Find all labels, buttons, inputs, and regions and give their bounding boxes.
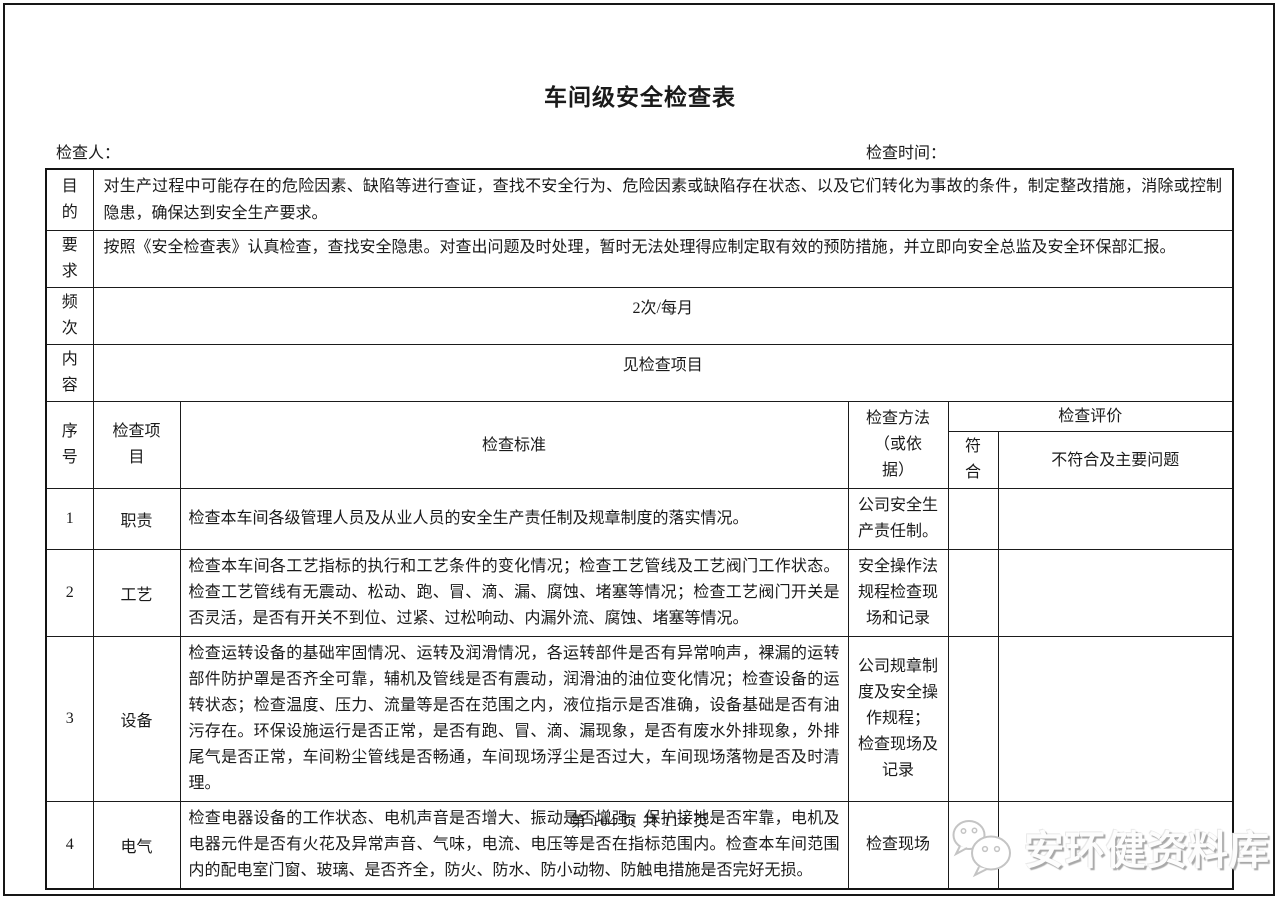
header-fail: 不符合及主要问题 [997,431,1234,489]
row-fail-cell [997,488,1234,550]
row-fail-cell [997,549,1234,637]
header-pass: 符合 [947,431,999,489]
row-method: 公司规章制度及安全操作规程； 检查现场及记录 [847,636,949,802]
row-no: 4 [45,801,94,890]
safety-checklist-table: 目的 对生产过程中可能存在的危险因素、缺陷等进行查证，查找不安全行为、危险因素或… [45,168,1235,890]
header-item: 检查项目 [92,401,181,489]
purpose-text: 对生产过程中可能存在的危险因素、缺陷等进行查证，查找不安全行为、危险因素或缺陷存… [92,168,1234,231]
purpose-label: 目的 [45,168,94,231]
table-subheader-row: 符合 不符合及主要问题 [46,431,1234,489]
header-evaluation: 检查评价 [947,401,1234,432]
row-item: 设备 [92,636,181,802]
row-no: 2 [45,549,94,637]
content-label: 内容 [45,344,94,402]
row-pass-cell [947,549,999,637]
row-standard: 检查电器设备的工作状态、电机声音是否增大、振动是否增强，保护接地是否牢靠，电机及… [179,801,849,890]
frequency-value: 2次/每月 [92,287,1234,345]
row-standard: 检查本车间各级管理人员及从业人员的安全生产责任制及规章制度的落实情况。 [179,488,849,550]
row-standard: 检查运转设备的基础牢固情况、运转及润滑情况，各运转部件是否有异常响声，裸漏的运转… [179,636,849,802]
row-no: 1 [45,488,94,550]
requirement-text: 按照《安全检查表》认真检查，查找安全隐患。对查出问题及时处理，暂时无法处理得应制… [92,230,1234,288]
page-number: 第 104 页 共 114 页 [570,814,710,830]
row-item: 工艺 [92,549,181,637]
table-row-requirement: 要求 按照《安全检查表》认真检查，查找安全隐患。对查出问题及时处理，暂时无法处理… [45,230,1234,288]
row-item: 电气 [92,801,181,890]
row-pass-cell [947,488,999,550]
content-value: 见检查项目 [92,344,1234,402]
table-row-duty: 1 职责 检查本车间各级管理人员及从业人员的安全生产责任制及规章制度的落实情况。… [45,488,1234,550]
table-row-frequency: 频次 2次/每月 [45,287,1234,345]
frequency-label: 频次 [45,287,94,345]
row-item: 职责 [92,488,181,550]
watermark: 安环健资料库 [948,816,1270,878]
row-method: 安全操作法规程检查现场和记录 [847,549,949,637]
requirement-label: 要求 [45,230,94,288]
row-standard: 检查本车间各工艺指标的执行和工艺条件的变化情况；检查工艺管线及工艺阀门工作状态。… [179,549,849,637]
table-row-purpose: 目的 对生产过程中可能存在的危险因素、缺陷等进行查证，查找不安全行为、危险因素或… [45,168,1234,231]
row-no: 3 [45,636,94,802]
table-row-content: 内容 见检查项目 [45,344,1234,402]
table-row-equipment: 3 设备 检查运转设备的基础牢固情况、运转及润滑情况，各运转部件是否有异常响声，… [45,636,1234,802]
watermark-text: 安环健资料库 [1024,828,1270,873]
header-method: 检查方法（或依据） [847,401,949,489]
row-method: 公司安全生产责任制。 [847,488,949,550]
row-fail-cell [997,801,1234,890]
table-row-process: 2 工艺 检查本车间各工艺指标的执行和工艺条件的变化情况；检查工艺管线及工艺阀门… [45,549,1234,637]
table-header-row: 序号 检查项目 检查标准 检查方法（或依据） 检查评价 [45,401,1234,489]
row-fail-cell [997,636,1234,802]
inspector-label: 检查人： [56,145,121,162]
header-no: 序号 [45,401,94,489]
header-standard: 检查标准 [179,401,849,489]
page-title: 车间级安全检查表 [544,85,736,110]
row-pass-cell [947,636,999,802]
inspect-time-label: 检查时间： [866,145,947,162]
wechat-chat-bubbles-icon [952,820,1011,878]
